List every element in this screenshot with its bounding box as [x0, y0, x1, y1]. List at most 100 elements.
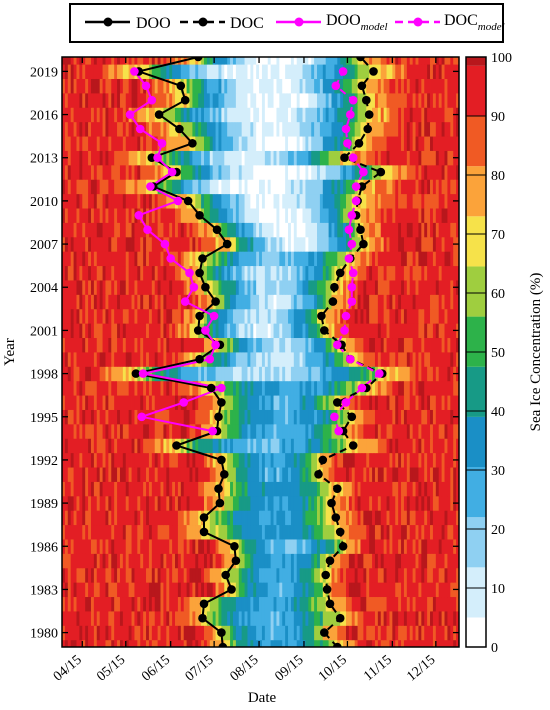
heatmap-cell — [340, 366, 344, 382]
heatmap-cell — [308, 366, 312, 382]
heatmap-cell — [305, 567, 309, 583]
heatmap-cell — [93, 265, 98, 281]
heatmap-cell — [206, 553, 211, 569]
heatmap-cell — [305, 193, 309, 209]
heatmap-cell — [386, 567, 390, 583]
heatmap-cell — [264, 481, 269, 497]
heatmap-cell — [238, 294, 243, 310]
heatmap-cell — [302, 395, 306, 410]
heatmap-cell — [421, 236, 425, 252]
heatmap-cell — [244, 352, 248, 367]
heatmap-cell — [409, 251, 414, 267]
heatmap-cell — [305, 409, 309, 425]
heatmap-cell — [180, 582, 185, 598]
heatmap-cell — [424, 280, 428, 295]
heatmap-cell — [128, 409, 132, 425]
heatmap-cell — [128, 452, 132, 468]
heatmap-cell — [340, 294, 344, 310]
heatmap-cell — [85, 265, 89, 281]
heatmap-cell — [328, 366, 332, 382]
heatmap-cell — [406, 625, 411, 641]
heatmap-cell — [244, 481, 248, 497]
heatmap-cell — [438, 352, 443, 367]
heatmap-cell — [76, 294, 80, 310]
heatmap-cell — [444, 639, 448, 647]
heatmap-cell — [169, 308, 173, 324]
heatmap-cell — [279, 495, 283, 511]
heatmap-cell — [351, 567, 356, 583]
heatmap-cell — [244, 294, 248, 310]
heatmap-cell — [308, 639, 312, 647]
heatmap-cell — [175, 179, 179, 195]
heatmap-cell — [183, 308, 188, 324]
heatmap-cell — [203, 423, 208, 439]
heatmap-cell — [328, 539, 332, 554]
heatmap-cell — [206, 596, 211, 612]
heatmap-cell — [322, 136, 327, 151]
heatmap-cell — [134, 524, 138, 540]
heatmap-cell — [212, 582, 216, 598]
heatmap-cell — [90, 150, 95, 166]
heatmap-cell — [108, 208, 112, 223]
heatmap-cell — [125, 352, 130, 367]
heatmap-cell — [82, 495, 86, 511]
heatmap-cell — [325, 467, 329, 482]
heatmap-cell — [264, 409, 269, 425]
heatmap-cell — [444, 611, 448, 626]
heatmap-cell — [259, 352, 263, 367]
heatmap-cell — [62, 438, 66, 454]
heatmap-cell — [435, 524, 440, 540]
heatmap-cell — [319, 251, 324, 267]
heatmap-cell — [444, 179, 448, 195]
heatmap-cell — [64, 265, 69, 281]
heatmap-cell — [76, 164, 80, 180]
heatmap-cell — [409, 639, 414, 647]
heatmap-cell — [73, 567, 77, 583]
heatmap-cell — [256, 625, 260, 641]
heatmap-cell — [160, 294, 164, 310]
heatmap-cell — [146, 495, 150, 511]
heatmap-cell — [282, 337, 286, 353]
heatmap-cell — [122, 567, 127, 583]
heatmap-cell — [111, 208, 115, 223]
heatmap-cell — [117, 323, 121, 339]
heatmap-cell — [206, 510, 211, 526]
heatmap-cell — [395, 611, 399, 626]
heatmap-cell — [259, 596, 263, 612]
heatmap-cell — [180, 639, 185, 647]
heatmap-cell — [366, 467, 370, 482]
heatmap-cell — [177, 553, 182, 569]
heatmap-cell — [273, 639, 277, 647]
heatmap-cell — [128, 308, 132, 324]
heatmap-cell — [157, 510, 161, 526]
heatmap-cell — [314, 409, 318, 425]
heatmap-cell — [247, 193, 251, 209]
heatmap-cell — [354, 236, 358, 252]
heatmap-cell — [331, 222, 335, 238]
heatmap-cell — [79, 366, 83, 382]
heatmap-cell — [418, 582, 422, 598]
heatmap-cell — [380, 395, 385, 410]
heatmap-cell — [267, 625, 272, 641]
heatmap-cell — [354, 409, 358, 425]
heatmap-cell — [270, 438, 274, 454]
heatmap-cell — [201, 366, 205, 382]
heatmap-cell — [290, 611, 295, 626]
heatmap-cell — [267, 208, 272, 223]
heatmap-cell — [383, 510, 387, 526]
heatmap-cell — [247, 280, 251, 295]
heatmap-cell — [348, 639, 353, 647]
heatmap-cell — [261, 438, 266, 454]
heatmap-cell — [319, 280, 324, 295]
heatmap-cell — [154, 380, 159, 396]
legend-label-doc: DOC — [230, 15, 264, 32]
heatmap-cell — [360, 409, 364, 425]
heatmap-cell — [403, 438, 408, 454]
heatmap-cell — [456, 395, 459, 410]
heatmap-cell — [351, 539, 356, 554]
heatmap-cell — [412, 395, 416, 410]
legend-entry-doo: DOO — [85, 15, 171, 32]
heatmap-cell — [146, 625, 150, 641]
heatmap-cell — [125, 639, 130, 647]
heatmap-cell — [424, 611, 428, 626]
